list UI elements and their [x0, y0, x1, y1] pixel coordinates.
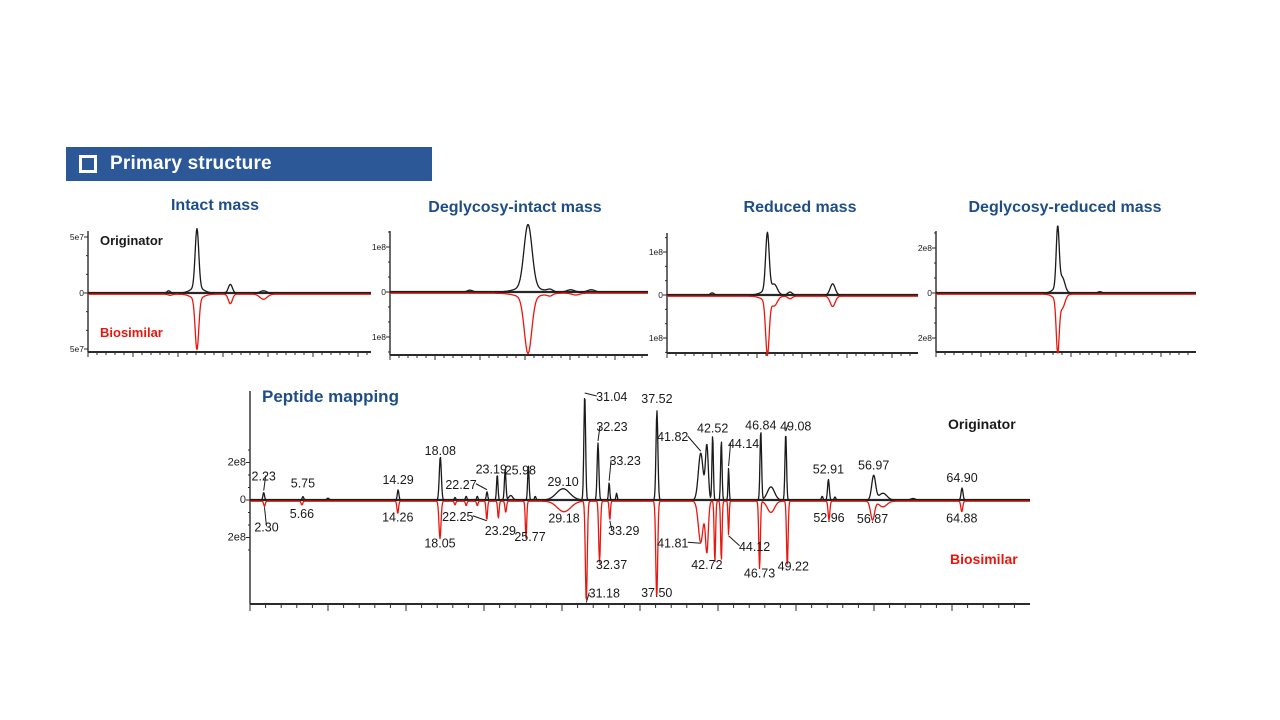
square-bullet-icon — [79, 155, 97, 173]
svg-text:14.29: 14.29 — [382, 473, 413, 487]
originator-legend-intact: Originator — [100, 233, 163, 248]
svg-text:33.29: 33.29 — [608, 524, 639, 538]
svg-text:46.73: 46.73 — [744, 567, 775, 581]
svg-text:1e8: 1e8 — [372, 332, 386, 342]
chart-title-intact-mass: Intact mass — [170, 197, 260, 214]
svg-text:33.23: 33.23 — [609, 454, 640, 468]
svg-text:0: 0 — [658, 290, 663, 300]
deglycosy-intact-mass-plot: 1e8 0 1e8 — [372, 223, 649, 360]
svg-text:22.25: 22.25 — [442, 510, 473, 524]
intact-mass-plot: 5e7 0 5e7 — [70, 227, 372, 357]
svg-text:2e8: 2e8 — [918, 333, 932, 343]
svg-text:49.08: 49.08 — [780, 419, 811, 433]
svg-text:5e7: 5e7 — [70, 232, 84, 242]
svg-text:25.77: 25.77 — [514, 530, 545, 544]
svg-text:32.37: 32.37 — [596, 558, 627, 572]
chart-title-deglycosy-intact-mass: Deglycosy-intact mass — [428, 199, 602, 216]
svg-text:52.91: 52.91 — [813, 462, 844, 476]
svg-text:1e8: 1e8 — [372, 242, 386, 252]
svg-text:23.29: 23.29 — [485, 524, 516, 538]
svg-text:44.12: 44.12 — [739, 540, 770, 554]
originator-legend-peptide: Originator — [948, 416, 1016, 432]
svg-text:32.23: 32.23 — [596, 420, 627, 434]
svg-text:64.90: 64.90 — [946, 471, 977, 485]
svg-text:23.19: 23.19 — [476, 463, 507, 477]
svg-text:0: 0 — [381, 287, 386, 297]
biosimilar-legend-peptide: Biosimilar — [950, 551, 1018, 567]
svg-text:56.97: 56.97 — [858, 459, 889, 473]
svg-text:5.66: 5.66 — [290, 507, 314, 521]
svg-text:0: 0 — [927, 288, 932, 298]
svg-text:37.52: 37.52 — [641, 392, 672, 406]
deglycosy-reduced-mass-plot: 2e8 0 2e8 — [918, 225, 1197, 357]
svg-text:44.14: 44.14 — [728, 437, 759, 451]
svg-text:46.84: 46.84 — [745, 419, 776, 433]
svg-text:49.22: 49.22 — [778, 560, 809, 574]
peptide-mapping-plot: 2e8 0 2e8 2.23 5.75 14.29 18.08 22.2723.1925.98… — [228, 390, 1031, 611]
svg-text:2e8: 2e8 — [228, 457, 246, 469]
svg-text:41.82: 41.82 — [657, 430, 688, 444]
chart-title-peptide-mapping: Peptide mapping — [262, 387, 399, 406]
biosimilar-legend-intact: Biosimilar — [100, 325, 163, 340]
svg-text:56.87: 56.87 — [857, 512, 888, 526]
svg-text:42.72: 42.72 — [691, 558, 722, 572]
svg-text:2.23: 2.23 — [252, 470, 276, 484]
svg-text:0: 0 — [240, 494, 246, 506]
svg-text:31.04: 31.04 — [596, 390, 627, 404]
svg-text:52.96: 52.96 — [813, 511, 844, 525]
svg-text:29.10: 29.10 — [547, 475, 578, 489]
svg-text:31.18: 31.18 — [589, 587, 620, 601]
svg-text:22.27: 22.27 — [445, 478, 476, 492]
svg-text:1e8: 1e8 — [649, 247, 663, 257]
svg-text:2e8: 2e8 — [918, 243, 932, 253]
svg-text:64.88: 64.88 — [946, 512, 977, 526]
svg-text:5e7: 5e7 — [70, 344, 84, 354]
svg-text:18.08: 18.08 — [425, 444, 456, 458]
svg-text:42.52: 42.52 — [697, 422, 728, 436]
svg-text:2e8: 2e8 — [228, 532, 246, 544]
svg-text:2.30: 2.30 — [254, 520, 278, 534]
svg-text:18.05: 18.05 — [424, 537, 455, 551]
svg-text:25.98: 25.98 — [505, 464, 536, 478]
svg-text:5.75: 5.75 — [291, 477, 315, 491]
svg-text:41.81: 41.81 — [657, 536, 688, 550]
svg-text:29.18: 29.18 — [548, 512, 579, 526]
svg-text:37.50: 37.50 — [641, 586, 672, 600]
section-banner: Primary structure — [66, 147, 432, 181]
chart-title-deglycosy-reduced-mass: Deglycosy-reduced mass — [968, 199, 1162, 216]
svg-text:0: 0 — [79, 288, 84, 298]
chart-title-reduced-mass: Reduced mass — [743, 199, 857, 216]
section-title: Primary structure — [110, 153, 272, 174]
svg-text:1e8: 1e8 — [649, 333, 663, 343]
reduced-mass-plot: 1e8 0 1e8 — [649, 231, 919, 358]
svg-text:14.26: 14.26 — [382, 510, 413, 524]
